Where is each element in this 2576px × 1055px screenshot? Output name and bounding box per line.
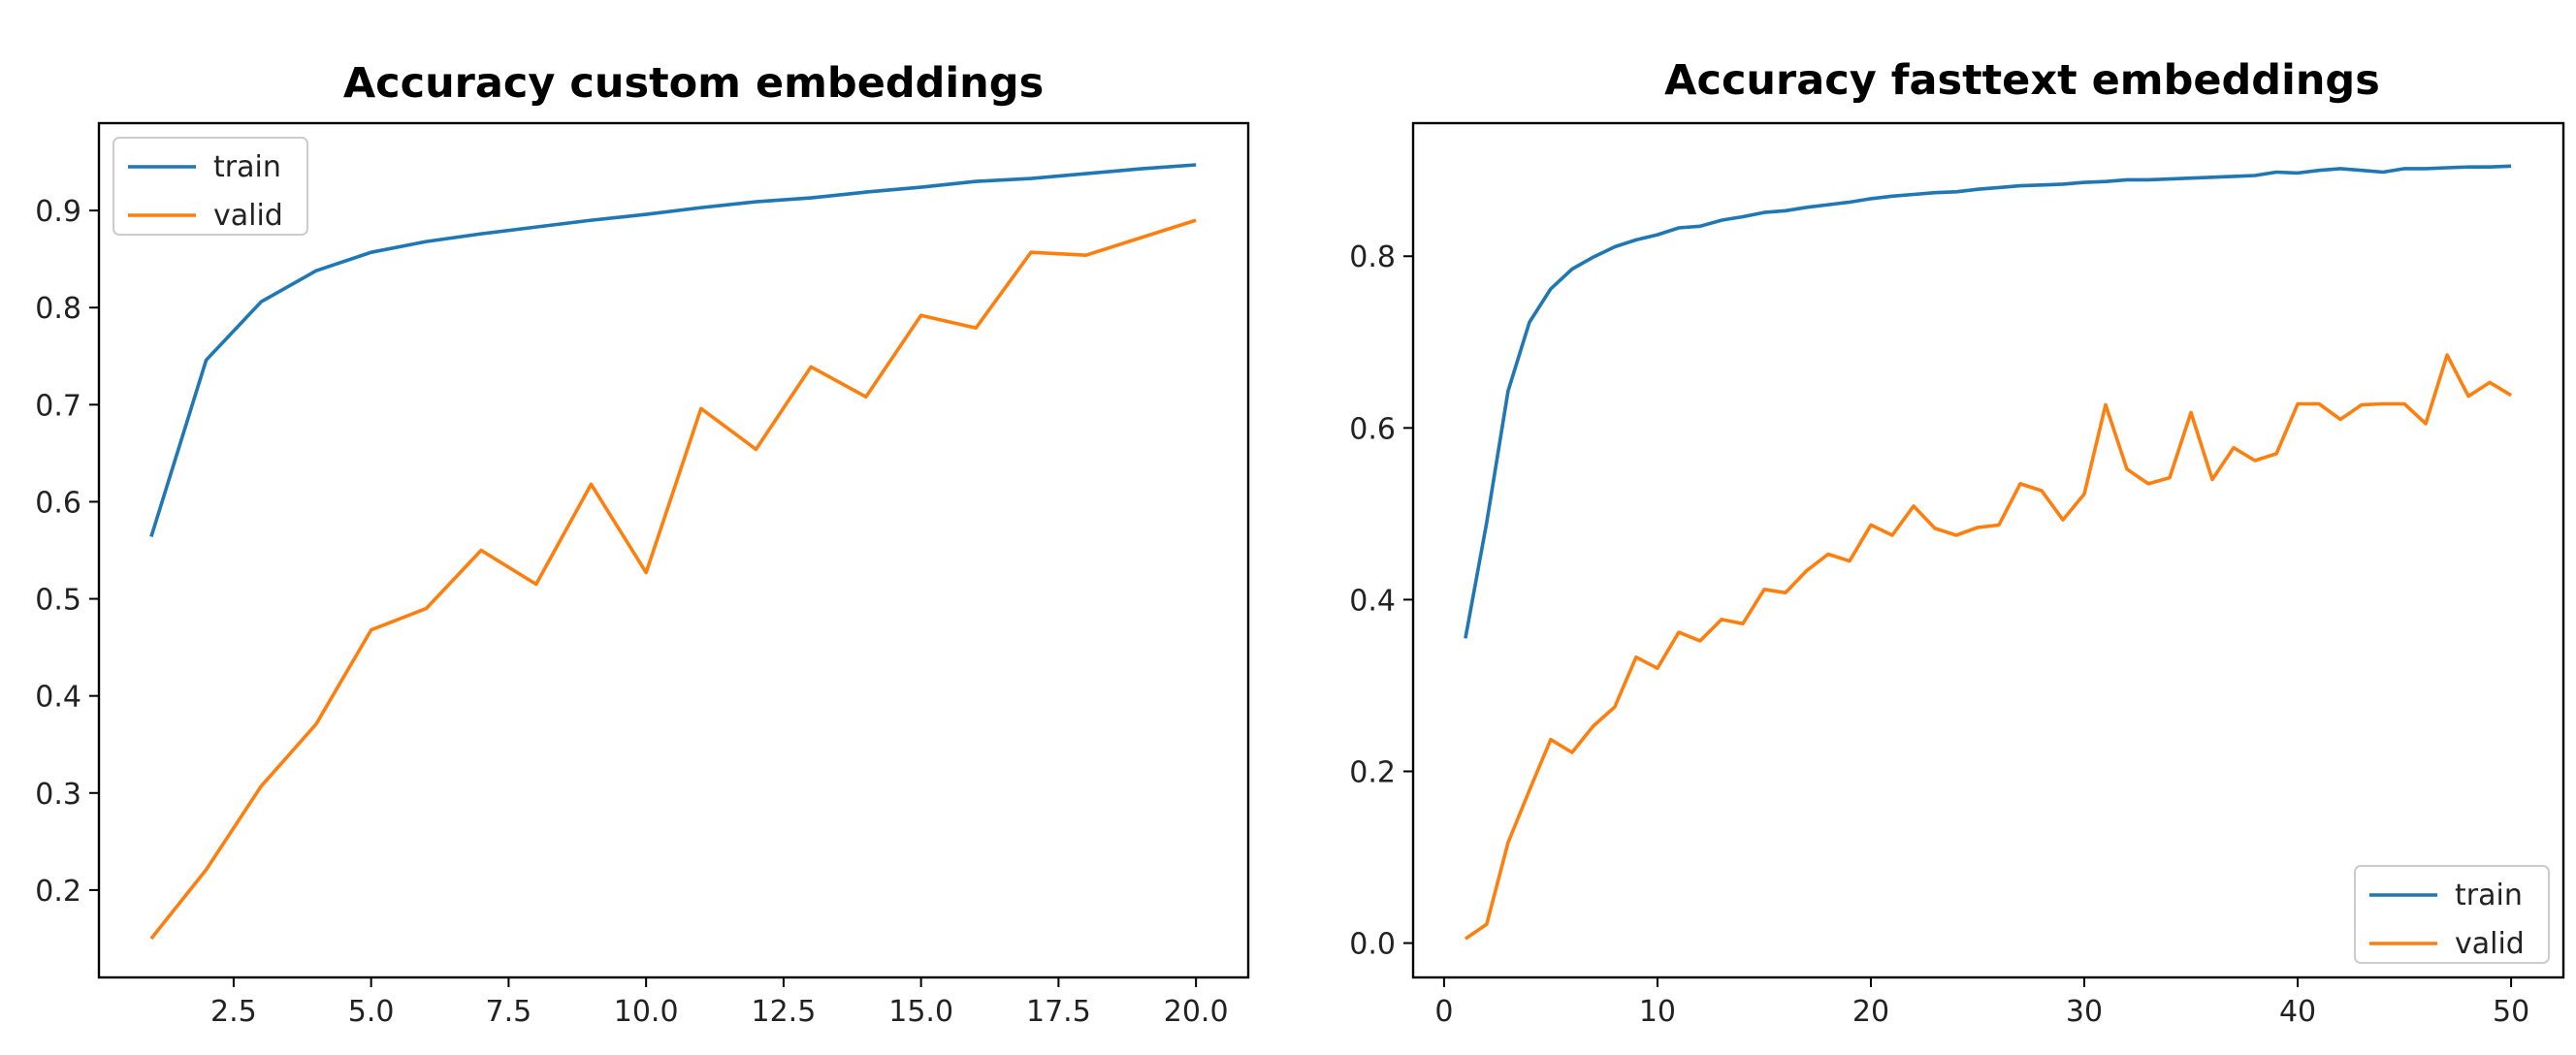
chart-title: Accuracy custom embeddings	[343, 59, 1044, 108]
legend: train valid	[113, 137, 308, 236]
series-line-valid	[149, 218, 1197, 941]
axes-frame	[97, 121, 1250, 979]
chart-title: Accuracy fasttext embeddings	[1664, 56, 2380, 105]
x-tick-label: 20	[1852, 995, 1889, 1029]
x-tick-label: 40	[2279, 995, 2316, 1029]
y-tick-label: 0.8	[1349, 240, 1396, 274]
x-tick-label: 15.0	[888, 995, 953, 1029]
y-tick-label: 0.7	[35, 389, 81, 423]
plot-area: 2.5 5.0 7.5 10.0 12.5 15.0 17.5 20.0 0.2 0.3 0.4 0.…	[35, 121, 1250, 1029]
x-tick-label: 5.0	[348, 995, 395, 1029]
legend: train valid	[2354, 865, 2550, 964]
legend-label: train	[2455, 879, 2523, 912]
legend-item-valid: valid	[128, 199, 283, 233]
series-line-valid	[1464, 353, 2513, 941]
x-tick-label: 12.5	[751, 995, 816, 1029]
x-tick-label: 17.5	[1026, 995, 1091, 1029]
x-tick-label: 2.5	[210, 995, 257, 1029]
legend-label: valid	[2455, 927, 2525, 961]
legend-frame	[2354, 865, 2550, 964]
y-tick-label: 0.6	[1349, 412, 1396, 446]
y-tick-label: 0.8	[35, 292, 81, 326]
y-tick-label: 0.2	[1349, 755, 1396, 789]
x-tick-label: 30	[2066, 995, 2103, 1029]
y-tick-label: 0.5	[35, 584, 81, 618]
legend-label: train	[213, 150, 281, 184]
y-tick-label: 0.4	[35, 681, 81, 715]
legend-item-train: train	[2369, 879, 2523, 912]
y-tick-label: 0.3	[35, 778, 81, 812]
x-tick-label: 10.0	[614, 995, 679, 1029]
legend-item-train: train	[128, 150, 281, 184]
x-tick-label: 10	[1639, 995, 1676, 1029]
legend-frame	[113, 137, 308, 236]
y-tick-label: 0.9	[35, 195, 81, 229]
axes-frame	[1411, 121, 2565, 979]
x-tick-label: 50	[2493, 995, 2529, 1029]
x-tick-label: 0	[1434, 995, 1453, 1029]
y-tick-label: 0.6	[35, 486, 81, 520]
x-tick-label: 20.0	[1164, 995, 1229, 1029]
chart-fasttext-embeddings: Accuracy fasttext embeddings 0 10 20 30 40 50…	[1349, 56, 2565, 1029]
y-tick-label: 0.0	[1349, 928, 1396, 962]
legend-label: valid	[213, 199, 283, 233]
plot-area: 0 10 20 30 40 50 0.0 0.2 0.4 0.6 0.8 train valid	[1349, 121, 2565, 1029]
legend-item-valid: valid	[2369, 927, 2525, 961]
y-tick-label: 0.4	[1349, 584, 1396, 618]
series-line-train	[149, 163, 1197, 538]
y-tick-label: 0.2	[35, 875, 81, 909]
series-line-train	[1464, 164, 2512, 639]
x-tick-label: 7.5	[486, 995, 532, 1029]
chart-custom-embeddings: Accuracy custom embeddings 2.5 5.0 7.5 10.0…	[35, 59, 1250, 1029]
